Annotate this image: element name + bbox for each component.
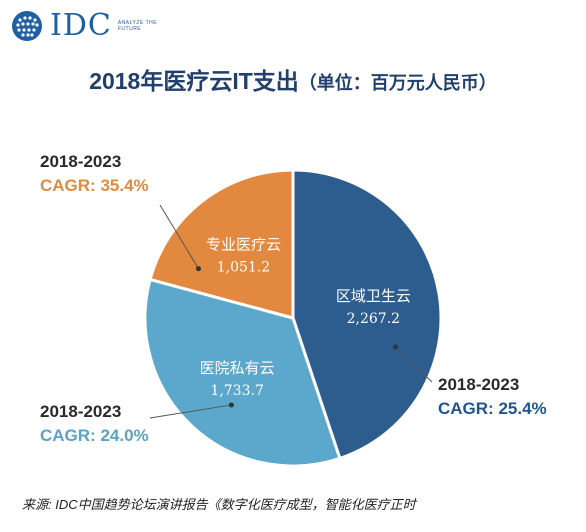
source-note: 来源: IDC中国趋势论坛演讲报告《数字化医疗成型，智能化医疗正时 — [22, 497, 416, 512]
logo-tagline: ANALYZE THE FUTURE — [117, 19, 158, 32]
cagr-callout-professional: 2018-2023 CAGR: 35.4% — [40, 150, 149, 198]
cagr-callout-hospital: 2018-2023 CAGR: 24.0% — [40, 400, 149, 448]
cagr-value: CAGR: 35.4% — [40, 176, 149, 195]
leader-lines — [149, 204, 433, 419]
slice-label: 专业医疗云 — [206, 235, 281, 253]
slice-value-label: 1,733.7 — [210, 383, 263, 399]
logo-wordmark: IDC — [50, 8, 112, 43]
slice-label: 区域卫生云 — [336, 287, 411, 305]
cagr-period: 2018-2023 — [438, 375, 520, 394]
pie-slices — [143, 168, 443, 468]
cagr-period: 2018-2023 — [40, 152, 122, 171]
slice-regional-health-cloud — [291, 168, 443, 461]
slice-label: 医院私有云 — [200, 359, 275, 377]
cagr-callout-regional: 2018-2023 CAGR: 25.4% — [438, 373, 547, 421]
globe-icon — [12, 10, 42, 41]
leader-line — [395, 346, 433, 383]
slice-hospital-private-cloud — [143, 277, 342, 468]
idc-logo: IDC ANALYZE THE FUTURE — [10, 8, 158, 43]
leader-line — [149, 404, 232, 419]
slice-professional-medical-cloud — [148, 168, 295, 320]
leader-dot — [393, 344, 399, 350]
cagr-value: CAGR: 24.0% — [40, 426, 149, 445]
chart-title-unit: （单位：百万元人民币） — [298, 73, 497, 93]
chart-title: 2018年医疗云IT支出（单位：百万元人民币） — [0, 62, 586, 96]
chart-title-main: 2018年医疗云IT支出 — [89, 68, 299, 94]
leader-line — [159, 204, 199, 269]
leader-dot — [228, 402, 234, 408]
leader-dot — [196, 266, 202, 272]
pie-labels: 区域卫生云 2,267.2 医院私有云 1,733.7 专业医疗云 1,051.2 — [200, 235, 411, 399]
slice-value-label: 1,051.2 — [217, 259, 270, 275]
slice-value-label: 2,267.2 — [347, 311, 400, 327]
cagr-period: 2018-2023 — [40, 402, 122, 421]
cagr-value: CAGR: 25.4% — [438, 399, 547, 418]
